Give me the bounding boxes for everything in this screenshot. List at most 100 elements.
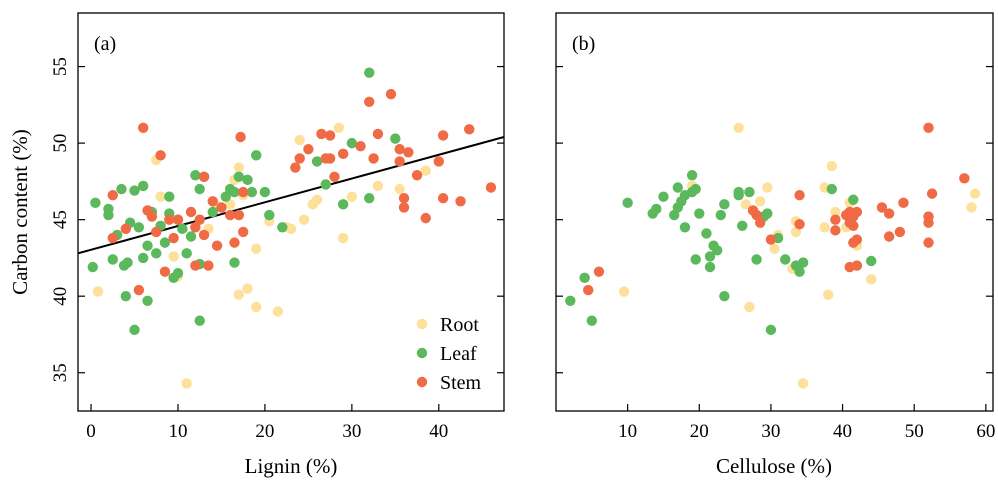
- panel-b: (b) 10 20 30 40 50 60 Cellulose (%): [555, 12, 995, 478]
- point-root: [298, 214, 310, 225]
- point-leaf: [780, 254, 791, 265]
- point-root: [251, 243, 262, 254]
- point-leaf: [579, 272, 590, 284]
- y-tick-label: 35: [50, 363, 71, 382]
- point-leaf: [133, 222, 145, 233]
- point-leaf: [159, 237, 171, 248]
- panel-b-ticks: 10 20 30 40 50 60: [556, 65, 995, 442]
- point-stem: [324, 153, 336, 164]
- point-stem: [883, 208, 895, 219]
- point-root: [242, 283, 253, 294]
- point-leaf: [751, 254, 762, 265]
- point-stem: [190, 222, 201, 233]
- point-root: [618, 286, 630, 297]
- x-axis-label-lignin: Lignin (%): [245, 454, 338, 478]
- point-leaf: [651, 203, 662, 215]
- point-leaf: [848, 194, 859, 205]
- point-stem: [923, 122, 934, 134]
- legend-root-marker: [416, 318, 428, 330]
- point-leaf: [242, 174, 253, 186]
- point-root: [155, 191, 166, 202]
- point-stem: [337, 148, 349, 160]
- point-leaf: [107, 254, 118, 265]
- point-leaf: [826, 183, 838, 195]
- x-tick-label: 0: [86, 421, 96, 442]
- point-root: [819, 222, 830, 233]
- point-leaf: [129, 185, 140, 196]
- point-leaf: [690, 254, 701, 265]
- point-leaf: [129, 324, 140, 336]
- legend-leaf-label: Leaf: [440, 343, 477, 365]
- point-leaf: [207, 206, 218, 218]
- point-root: [866, 274, 877, 285]
- point-stem: [754, 217, 766, 228]
- point-leaf: [311, 156, 323, 167]
- point-leaf: [658, 191, 669, 202]
- point-stem: [216, 202, 227, 213]
- point-stem: [926, 188, 938, 199]
- point-leaf: [177, 223, 188, 235]
- point-stem: [203, 260, 214, 271]
- point-stem: [898, 197, 909, 209]
- point-root: [294, 134, 305, 146]
- legend-stem-label: Stem: [440, 372, 482, 394]
- point-stem: [211, 240, 223, 251]
- point-leaf: [164, 191, 175, 202]
- y-axis-label: Carbon content (%): [8, 129, 32, 295]
- point-leaf: [251, 150, 262, 161]
- point-leaf: [364, 67, 375, 78]
- point-leaf: [233, 171, 245, 182]
- point-leaf: [390, 133, 401, 144]
- legend-root-label: Root: [440, 314, 479, 336]
- point-stem: [185, 206, 197, 218]
- point-stem: [385, 88, 397, 100]
- y-tick-label: 40: [50, 287, 71, 306]
- point-leaf: [172, 268, 184, 279]
- point-stem: [207, 196, 218, 207]
- point-stem: [433, 156, 444, 167]
- point-root: [224, 199, 236, 210]
- panel-b-label: (b): [572, 33, 595, 55]
- point-stem: [464, 124, 475, 135]
- point-stem: [172, 214, 184, 225]
- panel-b-frame: [555, 12, 994, 412]
- point-leaf: [719, 199, 730, 210]
- point-leaf: [142, 295, 153, 306]
- point-leaf: [762, 208, 773, 219]
- point-stem: [168, 232, 179, 244]
- point-root: [333, 122, 345, 134]
- point-leaf: [672, 182, 683, 193]
- point-stem: [794, 189, 805, 201]
- x-tick-label: 30: [761, 421, 780, 442]
- point-stem: [237, 226, 249, 238]
- point-leaf: [277, 222, 288, 233]
- point-leaf: [794, 266, 805, 277]
- point-leaf: [733, 189, 744, 201]
- point-stem: [198, 171, 210, 182]
- y-tick-label: 50: [50, 134, 71, 153]
- x-tick-label: 20: [690, 421, 709, 442]
- panel-a: (a) 0 10 20 30 40 35 40 45 50 55 Root Leaf Stem L…: [8, 12, 505, 478]
- point-stem: [235, 131, 246, 143]
- point-leaf: [719, 290, 730, 302]
- point-stem: [324, 130, 336, 141]
- point-stem: [146, 211, 158, 222]
- point-root: [733, 122, 744, 134]
- point-root: [251, 301, 262, 313]
- point-leaf: [737, 220, 748, 231]
- point-leaf: [765, 324, 777, 336]
- point-stem: [159, 266, 171, 277]
- point-root: [740, 199, 752, 210]
- point-root: [233, 162, 245, 173]
- point-leaf: [701, 228, 712, 239]
- point-root: [337, 232, 349, 244]
- x-tick-label: 10: [168, 421, 187, 442]
- point-leaf: [190, 170, 201, 181]
- point-leaf: [229, 257, 240, 268]
- y-tick-label: 45: [50, 210, 71, 229]
- point-stem: [190, 260, 201, 271]
- point-stem: [765, 234, 777, 245]
- fit-line: [77, 136, 505, 255]
- point-leaf: [229, 186, 240, 198]
- point-leaf: [220, 191, 231, 202]
